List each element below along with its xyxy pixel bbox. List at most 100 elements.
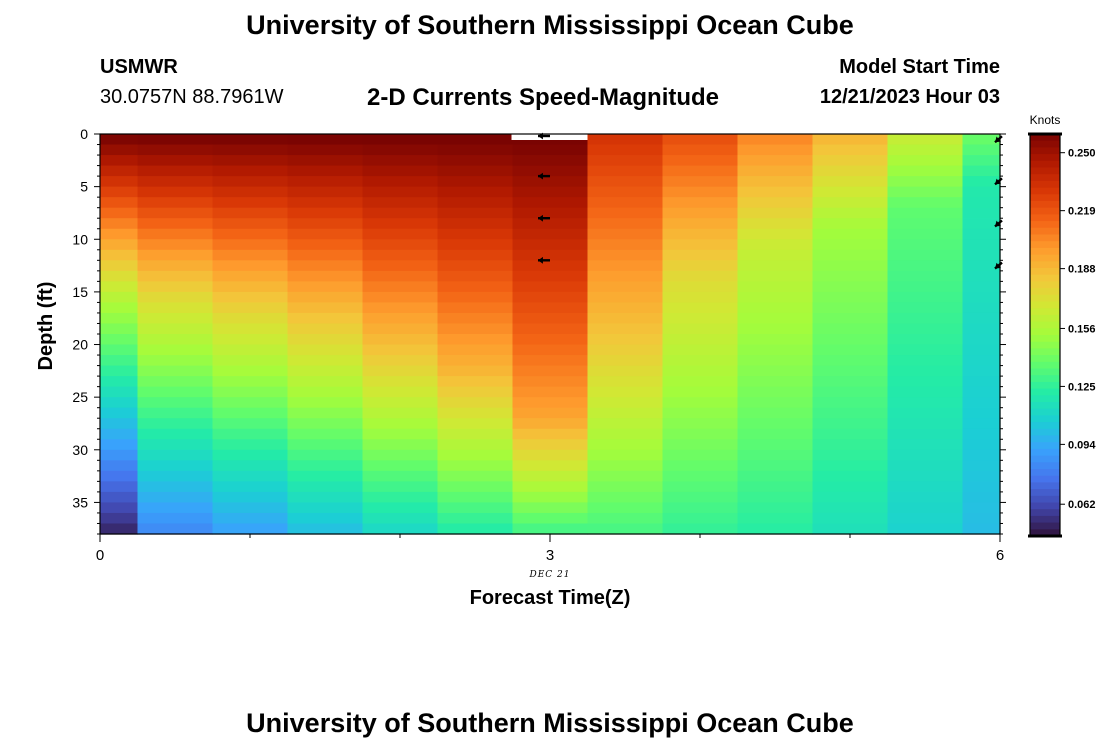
heatmap-cell xyxy=(212,165,289,177)
colorbar-segment xyxy=(1030,388,1060,396)
heatmap-cell xyxy=(512,355,589,367)
heatmap-cell xyxy=(437,186,514,198)
colorbar-segment xyxy=(1030,281,1060,289)
heatmap-cell xyxy=(287,165,364,177)
x-axis-label: Forecast Time(Z) xyxy=(470,587,631,609)
heatmap-cell xyxy=(887,239,964,251)
heatmap-cell xyxy=(512,270,589,282)
heatmap-cell xyxy=(662,165,739,177)
heatmap-cell xyxy=(962,355,1001,367)
heatmap-cell xyxy=(437,355,514,367)
heatmap-cell xyxy=(212,134,289,146)
heatmap-cell xyxy=(362,312,439,325)
heatmap-cell xyxy=(662,302,739,314)
heatmap-cell xyxy=(512,228,589,240)
heatmap-cell xyxy=(887,281,964,293)
heatmap-cell xyxy=(137,291,214,304)
heatmap-cell xyxy=(962,323,1001,335)
heatmap-cell xyxy=(362,439,439,451)
page-title: University of Southern Mississippi Ocean… xyxy=(246,10,854,40)
vector-head xyxy=(538,214,543,222)
heatmap-cell xyxy=(137,281,214,293)
heatmap-cell xyxy=(362,428,439,440)
heatmap-cell xyxy=(437,428,514,440)
heatmap-cell xyxy=(662,334,739,346)
heatmap-cell xyxy=(512,165,589,177)
vector-head xyxy=(538,172,543,180)
heatmap-cell xyxy=(512,334,589,346)
x-tick-label: 3 xyxy=(546,547,554,564)
heatmap-cell xyxy=(662,418,739,430)
heatmap-cell xyxy=(812,302,889,314)
heatmap-cell xyxy=(287,407,364,419)
colorbar-segment xyxy=(1030,475,1060,483)
heatmap-cell xyxy=(962,397,1001,409)
current-vector xyxy=(538,214,550,222)
heatmap-cell xyxy=(212,470,289,482)
heatmap-cell xyxy=(812,376,889,388)
colorbar-tick-label: 0.125 xyxy=(1068,381,1096,393)
heatmap-cell xyxy=(137,365,214,377)
heatmap-cell xyxy=(887,439,964,451)
heatmap-cell xyxy=(737,260,814,272)
colorbar-segment xyxy=(1030,402,1060,410)
heatmap-cell xyxy=(212,270,289,282)
heatmap-cell xyxy=(887,418,964,430)
heatmap-cell xyxy=(137,197,214,209)
heatmap-cell xyxy=(737,281,814,293)
plot-title: 2-D Currents Speed-Magnitude xyxy=(367,84,720,111)
heatmap-cell xyxy=(137,134,214,146)
heatmap-cell xyxy=(287,449,364,461)
current-vector xyxy=(538,256,550,264)
heatmap-cell xyxy=(812,523,889,535)
heatmap-cell xyxy=(137,312,214,325)
heatmap-cell xyxy=(962,249,1001,261)
heatmap-cell xyxy=(100,186,139,198)
heatmap-cell xyxy=(662,312,739,325)
heatmap-cell xyxy=(587,260,664,272)
heatmap-cell xyxy=(100,228,139,240)
heatmap-cell xyxy=(737,407,814,419)
heatmap-cell xyxy=(962,502,1001,514)
heatmap-cell xyxy=(362,397,439,409)
heatmap-cell xyxy=(962,186,1001,198)
colorbar-segment xyxy=(1030,194,1060,202)
heatmap-cell xyxy=(662,344,739,356)
heatmap-cell xyxy=(100,407,139,419)
colorbar-segment xyxy=(1030,341,1060,349)
heatmap-cell xyxy=(100,418,139,430)
y-tick-label: 35 xyxy=(72,494,88,510)
heatmap-cell xyxy=(287,207,364,219)
heatmap-cell xyxy=(362,291,439,304)
heatmap-cell xyxy=(587,376,664,388)
colorbar-segment xyxy=(1030,247,1060,256)
heatmap-cell xyxy=(587,386,664,398)
heatmap-cell xyxy=(437,207,514,219)
colorbar-segment xyxy=(1030,428,1060,437)
heatmap-cell xyxy=(737,428,814,440)
heatmap-cell xyxy=(962,376,1001,388)
heatmap-cell xyxy=(212,376,289,388)
heatmap-cell xyxy=(887,218,964,230)
heatmap-cell xyxy=(587,439,664,451)
heatmap-cell xyxy=(737,291,814,304)
heatmap-cell xyxy=(137,460,214,472)
heatmap-cell xyxy=(287,344,364,356)
heatmap-cell xyxy=(812,344,889,356)
heatmap-cell xyxy=(100,312,139,325)
heatmap-cell xyxy=(287,176,364,188)
heatmap-cell xyxy=(587,302,664,314)
heatmap-cell xyxy=(212,523,289,535)
heatmap-cell xyxy=(512,470,589,482)
heatmap-cell xyxy=(287,228,364,240)
heatmap-cell xyxy=(437,239,514,251)
heatmap-cell xyxy=(812,470,889,482)
heatmap-cell xyxy=(812,239,889,251)
heatmap-cell xyxy=(662,502,739,514)
colorbar-segment xyxy=(1030,328,1060,336)
heatmap-cell xyxy=(437,312,514,325)
heatmap-cell xyxy=(812,481,889,493)
heatmap-cell xyxy=(212,155,289,167)
heatmap-cell xyxy=(100,249,139,261)
heatmap-cell xyxy=(887,155,964,167)
